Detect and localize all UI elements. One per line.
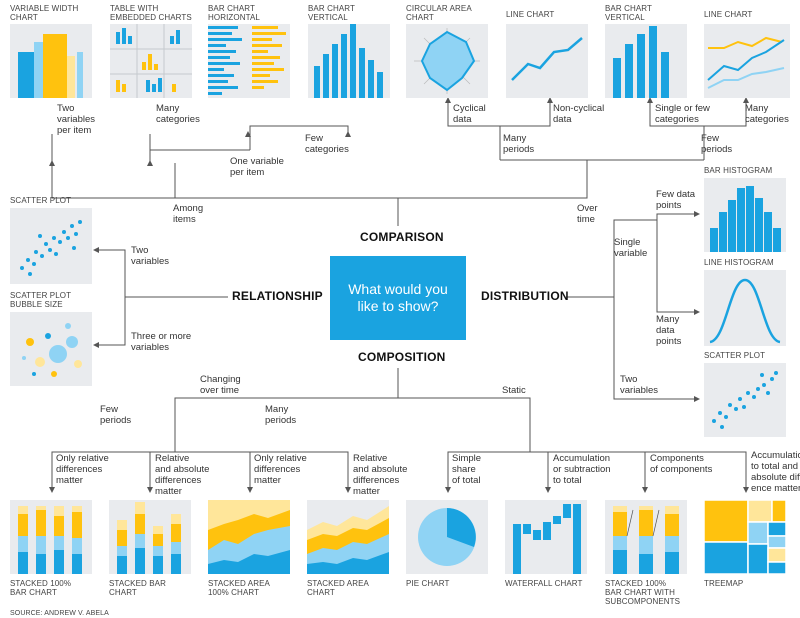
label-accumulation-subtraction: Accumulation or subtraction to total (553, 453, 611, 486)
label-simple-share: Simple share of total (452, 453, 482, 486)
pie-chart-title: PIE CHART (406, 579, 450, 588)
stacked-100-sub-title: STACKED 100% BAR CHART WITH SUBCOMPONENTS (605, 579, 681, 606)
scatter-bubble-icon (10, 312, 92, 386)
scatter-plot-2-title: SCATTER PLOT (704, 351, 766, 360)
scatter-bubble-title: SCATTER PLOT BUBBLE SIZE (10, 291, 72, 309)
label-one-var-per-item: One variable per item (230, 156, 284, 178)
line-chart-2-title: LINE CHART (704, 10, 753, 19)
source-note: SOURCE: ANDREW V. ABELA (10, 610, 109, 617)
label-non-cyclical: Non-cyclical data (553, 103, 605, 125)
header-composition: COMPOSITION (358, 350, 446, 364)
bar-vertical-2-chart-icon (605, 24, 687, 98)
label-two-variables-rel: Two variables (131, 245, 170, 267)
label-two-vars-per-item: Two variables per item (57, 103, 96, 136)
stacked-bar-icon (109, 500, 191, 574)
label-only-relative-1: Only relative differences matter (56, 453, 109, 486)
treemap-title: TREEMAP (704, 579, 744, 588)
label-only-relative-2: Only relative differences matter (254, 453, 307, 486)
label-many-periods-2: Many periods (265, 404, 297, 426)
waterfall-chart-title: WATERFALL CHART (505, 579, 583, 588)
bar-horizontal-title: BAR CHART HORIZONTAL (208, 4, 260, 22)
line-chart-1-icon (506, 24, 588, 98)
label-many-periods-1: Many periods (503, 133, 535, 155)
line-histogram-title: LINE HISTOGRAM (704, 258, 774, 267)
stacked-bar-title: STACKED BAR CHART (109, 579, 166, 597)
header-comparison: COMPARISON (360, 230, 444, 244)
label-few-categories: Few categories (305, 133, 349, 155)
circular-area-title: CIRCULAR AREA CHART (406, 4, 472, 22)
bar-histogram-title: BAR HISTOGRAM (704, 166, 773, 175)
stacked-100-bar-title: STACKED 100% BAR CHART (10, 579, 72, 597)
label-two-variables-dist: Two variables (620, 374, 659, 396)
label-static: Static (502, 385, 526, 396)
label-single-variable: Single variable (614, 237, 648, 259)
label-components: Components of components (650, 453, 713, 475)
stacked-100-sub-icon (605, 500, 687, 574)
label-relative-absolute-1: Relative and absolute differences matter (155, 453, 210, 497)
label-cyclical: Cyclical data (453, 103, 486, 125)
label-relative-absolute-2: Relative and absolute differences matter (353, 453, 408, 497)
stacked-area-100-title: STACKED AREA 100% CHART (208, 579, 270, 597)
stacked-area-100-icon (208, 500, 290, 574)
center-question-line-2: like to show? (357, 298, 439, 314)
label-three-or-more: Three or more variables (131, 331, 192, 353)
scatter-plot-1-icon (10, 208, 92, 284)
pie-chart-icon (406, 500, 488, 574)
stacked-100-bar-icon (10, 500, 92, 574)
label-few-data-points: Few data points (656, 189, 696, 211)
scatter-plot-2-icon (704, 363, 786, 437)
waterfall-chart-icon (505, 500, 587, 574)
line-chart-1-title: LINE CHART (506, 10, 555, 19)
bar-horizontal-chart-icon (208, 24, 290, 98)
bar-vertical-1-title: BAR CHART VERTICAL (308, 4, 355, 22)
stacked-area-icon (307, 500, 389, 574)
circular-area-chart-icon (406, 24, 488, 98)
center-question-line-1: What would you (348, 281, 448, 297)
label-among-items: Among items (173, 203, 204, 225)
label-changing-over-time: Changing over time (200, 374, 241, 396)
bar-vertical-2-title: BAR CHART VERTICAL (605, 4, 652, 22)
label-single-few-categories: Single or few categories (655, 103, 710, 125)
label-many-data-points: Many data points (656, 314, 682, 347)
line-histogram-icon (704, 270, 786, 346)
table-embedded-title: TABLE WITH EMBEDDED CHARTS (110, 4, 192, 22)
bar-vertical-1-chart-icon (308, 24, 390, 98)
center-question-box: What would you like to show? (330, 256, 466, 340)
stacked-area-title: STACKED AREA CHART (307, 579, 369, 597)
variable-width-chart-icon (10, 24, 92, 98)
header-relationship: RELATIONSHIP (232, 289, 323, 303)
treemap-icon (704, 500, 786, 574)
label-few-periods-2: Few periods (100, 404, 132, 426)
table-embedded-chart-icon (110, 24, 192, 98)
bar-histogram-icon (704, 178, 786, 252)
variable-width-title: VARIABLE WIDTH CHART (10, 4, 79, 22)
scatter-plot-1-title: SCATTER PLOT (10, 196, 72, 205)
label-many-categories-2: Many categories (745, 103, 789, 125)
label-over-time: Over time (577, 203, 598, 225)
label-many-categories-1: Many categories (156, 103, 200, 125)
label-few-periods-1: Few periods (701, 133, 733, 155)
header-distribution: DISTRIBUTION (481, 289, 569, 303)
line-chart-2-icon (704, 24, 790, 98)
